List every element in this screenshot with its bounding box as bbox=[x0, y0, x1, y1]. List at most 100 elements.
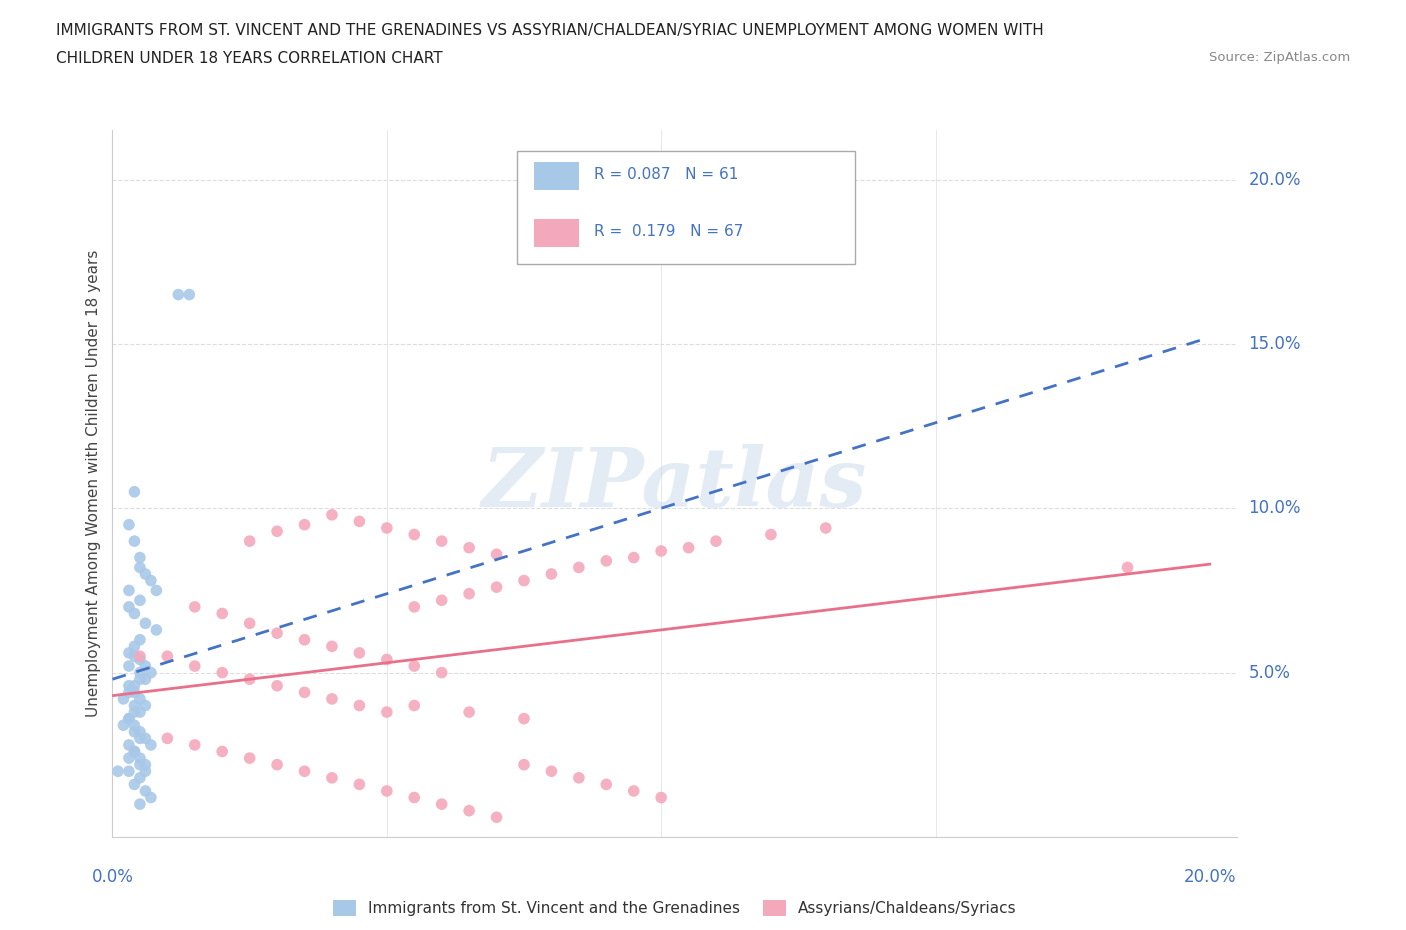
Point bbox=[375, 784, 398, 799]
Point bbox=[129, 724, 152, 739]
Bar bbox=[534, 162, 579, 191]
Point bbox=[124, 777, 146, 791]
Point bbox=[458, 586, 481, 601]
Point bbox=[759, 527, 782, 542]
Point bbox=[124, 485, 146, 499]
Point bbox=[430, 534, 453, 549]
Point bbox=[404, 790, 426, 805]
Point bbox=[134, 764, 156, 778]
Point bbox=[167, 287, 190, 302]
Point bbox=[112, 692, 135, 707]
Point bbox=[349, 698, 371, 713]
Point bbox=[118, 678, 141, 693]
Point bbox=[814, 521, 837, 536]
Point bbox=[139, 665, 162, 680]
Point bbox=[458, 804, 481, 818]
Point bbox=[134, 731, 156, 746]
Point bbox=[156, 731, 179, 746]
Point bbox=[568, 560, 591, 575]
Point bbox=[134, 658, 156, 673]
Point bbox=[266, 678, 288, 693]
Point bbox=[239, 534, 262, 549]
Text: 15.0%: 15.0% bbox=[1249, 335, 1301, 352]
Bar bbox=[534, 219, 579, 246]
Point bbox=[239, 616, 262, 631]
Point bbox=[156, 649, 179, 664]
Point bbox=[134, 616, 156, 631]
Point bbox=[485, 810, 508, 825]
Text: ZIPatlas: ZIPatlas bbox=[482, 444, 868, 524]
Point bbox=[349, 777, 371, 791]
Point bbox=[118, 583, 141, 598]
Point bbox=[134, 566, 156, 581]
Point bbox=[211, 665, 233, 680]
Point bbox=[124, 744, 146, 759]
Point bbox=[595, 553, 617, 568]
Point bbox=[124, 698, 146, 713]
Point bbox=[458, 540, 481, 555]
Point bbox=[404, 658, 426, 673]
Point bbox=[129, 770, 152, 785]
Point bbox=[145, 622, 167, 637]
Point bbox=[118, 711, 141, 726]
Point bbox=[124, 534, 146, 549]
Point bbox=[129, 692, 152, 707]
Point bbox=[239, 751, 262, 765]
Point bbox=[513, 711, 536, 726]
Point bbox=[118, 645, 141, 660]
Point bbox=[129, 560, 152, 575]
Point bbox=[595, 777, 617, 791]
Point bbox=[485, 547, 508, 562]
Point bbox=[239, 671, 262, 686]
Point bbox=[124, 684, 146, 699]
Text: 10.0%: 10.0% bbox=[1249, 499, 1301, 517]
Point bbox=[124, 744, 146, 759]
Point bbox=[321, 692, 343, 707]
Y-axis label: Unemployment Among Women with Children Under 18 years: Unemployment Among Women with Children U… bbox=[86, 250, 101, 717]
Text: R = 0.087   N = 61: R = 0.087 N = 61 bbox=[593, 167, 738, 182]
Point bbox=[430, 797, 453, 812]
Text: 20.0%: 20.0% bbox=[1249, 170, 1301, 189]
Point bbox=[134, 671, 156, 686]
Point bbox=[294, 632, 316, 647]
Point bbox=[321, 639, 343, 654]
Point bbox=[485, 579, 508, 594]
Point bbox=[540, 764, 562, 778]
Point bbox=[650, 543, 672, 558]
Point bbox=[404, 600, 426, 615]
Point bbox=[294, 517, 316, 532]
Point bbox=[129, 751, 152, 765]
Point bbox=[349, 514, 371, 529]
Point bbox=[112, 718, 135, 733]
Point bbox=[124, 606, 146, 621]
Point bbox=[124, 639, 146, 654]
Point bbox=[568, 770, 591, 785]
Point bbox=[184, 658, 207, 673]
FancyBboxPatch shape bbox=[517, 152, 855, 264]
Point bbox=[118, 684, 141, 699]
Point bbox=[458, 705, 481, 720]
Point bbox=[184, 600, 207, 615]
Point bbox=[404, 698, 426, 713]
Point bbox=[129, 649, 152, 664]
Point bbox=[124, 649, 146, 664]
Legend: Immigrants from St. Vincent and the Grenadines, Assyrians/Chaldeans/Syriacs: Immigrants from St. Vincent and the Gren… bbox=[326, 894, 1024, 923]
Point bbox=[139, 573, 162, 588]
Point bbox=[266, 757, 288, 772]
Point bbox=[118, 658, 141, 673]
Point bbox=[540, 566, 562, 581]
Point bbox=[129, 592, 152, 607]
Point bbox=[129, 632, 152, 647]
Point bbox=[124, 718, 146, 733]
Text: R =  0.179   N = 67: R = 0.179 N = 67 bbox=[593, 224, 744, 239]
Text: CHILDREN UNDER 18 YEARS CORRELATION CHART: CHILDREN UNDER 18 YEARS CORRELATION CHAR… bbox=[56, 51, 443, 66]
Point bbox=[375, 652, 398, 667]
Point bbox=[623, 784, 645, 799]
Text: IMMIGRANTS FROM ST. VINCENT AND THE GRENADINES VS ASSYRIAN/CHALDEAN/SYRIAC UNEMP: IMMIGRANTS FROM ST. VINCENT AND THE GREN… bbox=[56, 23, 1045, 38]
Point bbox=[124, 705, 146, 720]
Point bbox=[349, 645, 371, 660]
Point bbox=[129, 797, 152, 812]
Point bbox=[704, 534, 727, 549]
Point bbox=[266, 626, 288, 641]
Point bbox=[294, 684, 316, 699]
